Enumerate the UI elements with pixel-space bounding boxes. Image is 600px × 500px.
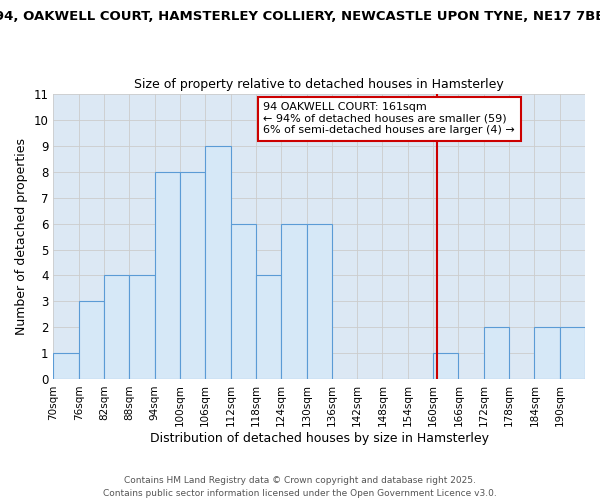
Bar [79,302,104,380]
Text: 94, OAKWELL COURT, HAMSTERLEY COLLIERY, NEWCASTLE UPON TYNE, NE17 7BE: 94, OAKWELL COURT, HAMSTERLEY COLLIERY, … [0,10,600,23]
Bar [180,172,205,380]
Bar [155,172,180,380]
Bar [130,276,155,380]
Bar [104,276,130,380]
Text: 94 OAKWELL COURT: 161sqm
← 94% of detached houses are smaller (59)
6% of semi-de: 94 OAKWELL COURT: 161sqm ← 94% of detach… [263,102,515,136]
Title: Size of property relative to detached houses in Hamsterley: Size of property relative to detached ho… [134,78,504,91]
Bar [230,224,256,380]
Y-axis label: Number of detached properties: Number of detached properties [15,138,28,335]
Bar [281,224,307,380]
Bar [307,224,332,380]
Bar [205,146,230,380]
Bar [256,276,281,380]
Bar [535,328,560,380]
Text: Contains HM Land Registry data © Crown copyright and database right 2025.
Contai: Contains HM Land Registry data © Crown c… [103,476,497,498]
Bar [560,328,585,380]
Bar [484,328,509,380]
X-axis label: Distribution of detached houses by size in Hamsterley: Distribution of detached houses by size … [150,432,489,445]
Bar [433,354,458,380]
Bar [53,354,79,380]
